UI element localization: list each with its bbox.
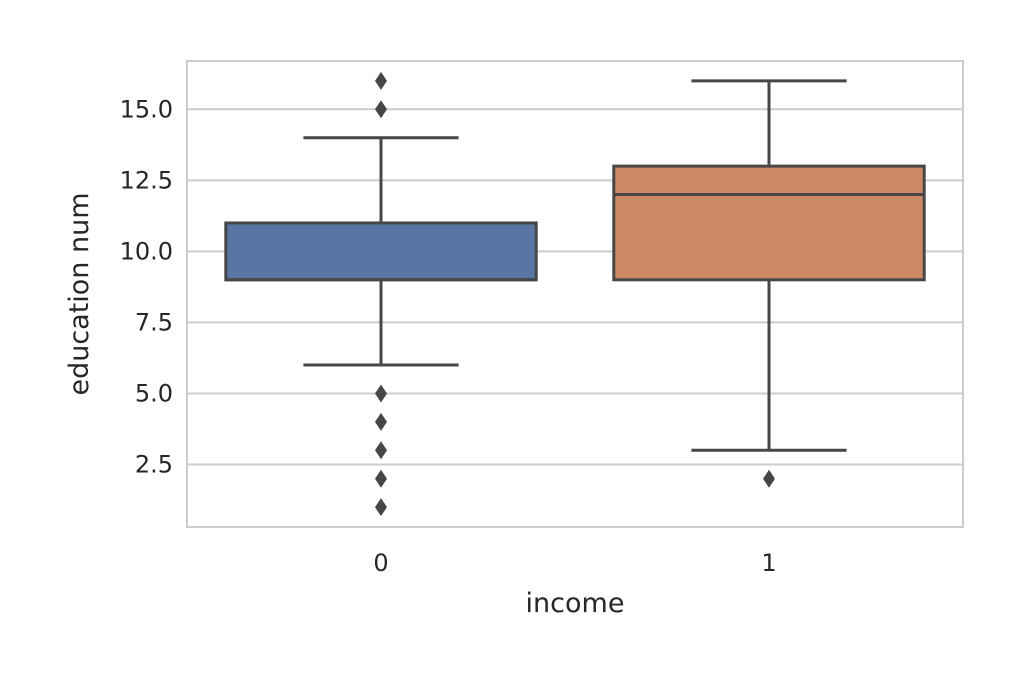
outlier-point bbox=[375, 71, 387, 90]
box-series bbox=[224, 71, 926, 517]
outlier-point bbox=[375, 412, 387, 431]
x-tick-label: 0 bbox=[373, 549, 388, 577]
x-axis-label: income bbox=[526, 588, 625, 619]
box-iqr bbox=[612, 164, 926, 282]
box-group-0 bbox=[224, 71, 538, 517]
plot-frame bbox=[186, 60, 964, 528]
y-tick-label: 2.5 bbox=[135, 450, 173, 478]
y-tick-labels: 2.5 5.0 7.5 10.0 12.5 15.0 bbox=[120, 95, 173, 478]
grid-lines bbox=[187, 108, 963, 466]
box-group-1 bbox=[612, 79, 926, 488]
y-tick-label: 12.5 bbox=[120, 166, 173, 194]
outlier-point bbox=[375, 441, 387, 460]
box-iqr bbox=[224, 221, 538, 282]
outlier-point bbox=[763, 469, 775, 488]
outlier-point bbox=[375, 100, 387, 119]
outlier-point bbox=[375, 384, 387, 403]
x-tick-label: 1 bbox=[761, 549, 776, 577]
y-tick-label: 7.5 bbox=[135, 308, 173, 336]
outlier-point bbox=[375, 498, 387, 517]
y-axis-label: education num bbox=[64, 192, 95, 395]
outlier-point bbox=[375, 469, 387, 488]
y-tick-label: 5.0 bbox=[135, 379, 173, 407]
y-tick-label: 15.0 bbox=[120, 95, 173, 123]
y-tick-label: 10.0 bbox=[120, 237, 173, 265]
